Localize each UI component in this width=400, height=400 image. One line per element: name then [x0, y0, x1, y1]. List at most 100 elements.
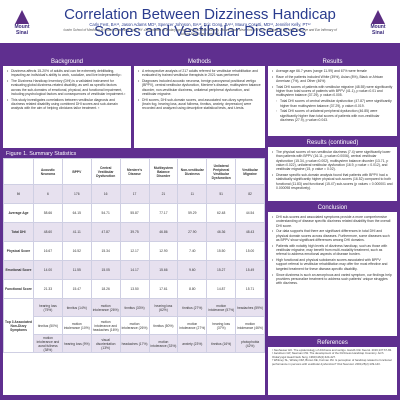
logo-text-line1: Mount [370, 24, 386, 30]
mount-sinai-logo-left: Mount Sinai [7, 10, 37, 36]
logo-text-line2: Sinai [16, 30, 28, 36]
table-cell: 18.26 [90, 279, 121, 299]
table-cell: 15.00 [235, 241, 265, 261]
column-header: Non-vestibular Dizziness [177, 158, 208, 185]
table-row: Total DHI 48.60 41.11 47.87 39.75 46.86 … [3, 222, 265, 242]
table-cell: 15.34 [90, 241, 121, 261]
table-row: Emotional Score 14.00 11.55 15.05 14.17 … [3, 260, 265, 280]
column-header: Acoustic Neuroma [33, 158, 63, 185]
table-cell: 176 [61, 184, 92, 204]
row-header: Functional Score [3, 279, 34, 299]
row-header: Physical Score [3, 241, 34, 261]
table-row: tinnitus (50%) motion intolerance (10%) … [4, 316, 265, 335]
results-sub-bullet: Total DHI scores of unilateral periphera… [272, 109, 393, 122]
conclusion-bullet: Patients with notably high levels of diz… [272, 244, 393, 257]
results-section: Results Average age 66.7 years (range 11… [268, 58, 397, 136]
table-cell: anxiety (23%) [177, 334, 208, 353]
table-cell: 55.87 [119, 203, 150, 223]
results-continued-bullet: Disease specific sub-domain analysis fou… [272, 173, 393, 190]
mount-sinai-logo-right: Mount Sinai [363, 10, 393, 36]
table-cell: photophobia (42%) [235, 334, 265, 353]
table-row: Top 3 Associated Non-Dizzy Symptoms hear… [3, 298, 265, 353]
table-cell: tinnitus (50%) [148, 316, 179, 335]
table-cell: motion intolerance (33%) [148, 334, 179, 353]
table-cell: motion intolerance (57%) [206, 298, 237, 317]
background-section: Background Dizziness affects 15-20% of a… [3, 58, 131, 148]
table-cell: hearing loss (75%) [33, 298, 63, 317]
summary-table: Acoustic Neuroma BPPV Central Vestibular… [3, 158, 265, 395]
row-header: Top 3 Associated Non-Dizzy Symptoms [3, 298, 34, 353]
table-cell: hearing loss (9%) [61, 334, 92, 353]
table-cell: 15.71 [235, 279, 265, 299]
table-cell: headaches (17%) [119, 334, 150, 353]
table-cell: 16.67 [33, 241, 63, 261]
table-row: Physical Score 16.67 16.52 15.34 12.17 1… [3, 241, 265, 261]
methods-bullet: Diagnoses included acoustic neuroma, ben… [138, 79, 261, 96]
table-row: Functional Score 21.33 15.47 18.26 13.50… [3, 279, 265, 299]
table-cell: hearing loss (62%) [148, 298, 179, 317]
reference-item: ³ Whitney SL, Wrisley DM, Brown KE, Furm… [272, 358, 392, 366]
table-cell: 12.17 [119, 241, 150, 261]
table-cell: 14.87 [206, 279, 237, 299]
table-cell: motion intolerance (27%) [177, 316, 208, 335]
figure-label: Figure 1. Summary Statistics [6, 151, 77, 157]
methods-bullet: DHI scores, DHI sub-domain scores, and a… [138, 98, 261, 111]
references-heading: References [268, 339, 397, 347]
conclusion-heading: Conclusion [268, 204, 397, 212]
table-cell: 48.43 [235, 222, 265, 242]
table-cell: motion intolerance (26%) [119, 316, 150, 335]
table-cell: 15.49 [235, 260, 265, 280]
logo-text-line1: Mount [14, 24, 30, 30]
methods-heading: Methods [134, 58, 265, 66]
references-section: References ¹ Neuhauser HK. The epidemiol… [268, 339, 397, 395]
table-cell: 48.60 [33, 222, 63, 242]
poster-affiliation: ¹Icahn School of Medicine at Mount Sinai… [63, 28, 337, 36]
background-heading: Background [3, 58, 131, 66]
table-cell: 13.50 [119, 279, 150, 299]
table-cell: 8.80 [177, 279, 208, 299]
conclusion-bullet: Our data supports that there are signifi… [272, 229, 393, 242]
reference-item: ² Jacobson GP, Newman CW. The developmen… [272, 351, 384, 359]
conclusion-section: Conclusion DHI sub-scores and associated… [268, 204, 397, 336]
row-header: Average Age [3, 203, 34, 223]
table-cell: 59.29 [177, 203, 208, 223]
table-cell: 16 [90, 184, 121, 204]
table-cell: tinnitus (27%) [177, 298, 208, 317]
results-continued-bullet: The physical scores of non-vestibular di… [272, 150, 393, 171]
table-cell: 64.15 [61, 203, 92, 223]
row-header: N [3, 184, 34, 204]
results-sub-bullet: Total DHI scores of central vestibular d… [272, 99, 393, 108]
column-header: Vestibular Migraine [235, 158, 265, 185]
table-cell: tinnitus (14%) [61, 298, 92, 317]
background-bullet: The Dizziness Handicap Inventory (DHI) i… [7, 79, 127, 96]
methods-bullet: A retrospective analysis of 217 adults r… [138, 69, 261, 78]
table-cell: 47.87 [90, 222, 121, 242]
table-cell: 39.75 [119, 222, 150, 242]
table-cell: tinnitus (33%) [119, 298, 150, 317]
column-header: Meniere's Disease [119, 158, 150, 185]
mount-sinai-mark-icon [15, 10, 29, 24]
row-header: Total DHI [3, 222, 34, 242]
table-cell: 62.48 [206, 203, 237, 223]
column-header: Multisystem Balance Disorder [148, 158, 179, 185]
table-cell: motion intolerance (26%) [90, 298, 121, 317]
table-cell: motion intolerance and aural fullness (3… [33, 334, 63, 353]
poster-title: Correlation Between Dizziness Handicap S… [64, 6, 336, 40]
table-cell: 14.00 [33, 260, 63, 280]
table-cell: 46.86 [148, 222, 179, 242]
table-cell: 15.47 [61, 279, 92, 299]
table-row: N 6 176 16 17 21 11 51 82 [3, 184, 265, 204]
table-cell: 54.71 [90, 203, 121, 223]
table-cell: 15.05 [90, 260, 121, 280]
table-cell: 41.11 [61, 222, 92, 242]
table-cell: motion intolerance (46%) [235, 316, 265, 335]
conclusion-bullet: Since dizziness is such an amorphous and… [272, 273, 393, 286]
results-continued-section: Results (continued) The physical scores … [268, 139, 397, 201]
table-cell: 15.27 [206, 260, 237, 280]
table-cell: 16.52 [61, 241, 92, 261]
table-cell: 14.17 [119, 260, 150, 280]
table-cell: 11 [177, 184, 208, 204]
table-cell: hearing loss (37%) [206, 316, 237, 335]
reference-item: ¹ Neuhauser HK. The epidemiology of dizz… [272, 348, 392, 352]
results-heading: Results [268, 58, 397, 66]
